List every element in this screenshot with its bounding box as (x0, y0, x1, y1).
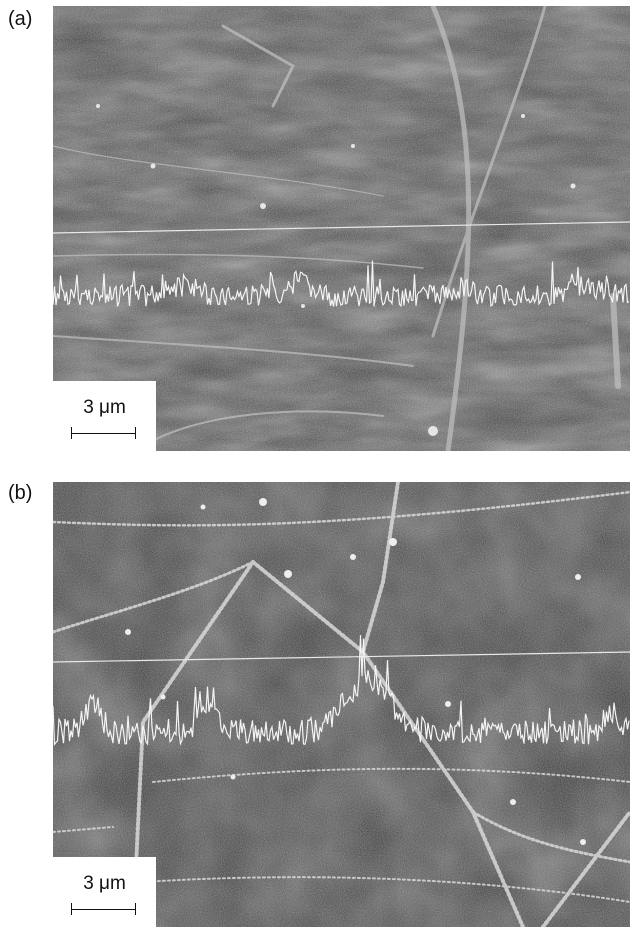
reference-line-b (53, 651, 630, 663)
scale-label-b: 3 μm (83, 873, 126, 894)
scale-bar-b: 3 μm (53, 857, 156, 927)
scale-bar-line-b (71, 909, 135, 910)
panel-b-label: (b) (8, 482, 33, 504)
scale-tick-right-a (135, 427, 136, 439)
grain-boundaries-b (53, 482, 630, 927)
scale-tick-left-a (71, 427, 72, 439)
micrograph-b: 3 μm (53, 482, 630, 927)
bright-particles-b (125, 498, 586, 845)
scale-label-a: 3 μm (83, 397, 126, 418)
scale-tick-right-b (135, 903, 136, 915)
micrograph-a: 3 μm (53, 6, 630, 451)
scale-bar-line-a (71, 433, 135, 434)
micrograph-a-image (53, 6, 630, 451)
scale-bar-a: 3 μm (53, 381, 156, 451)
profile-trace-b (53, 635, 630, 746)
profile-trace-a (53, 260, 630, 308)
grain-streaks-a (53, 6, 621, 451)
reference-line-a (53, 221, 630, 234)
panel-a-label: (a) (8, 8, 33, 30)
scale-tick-left-b (71, 903, 72, 915)
micrograph-b-image (53, 482, 630, 927)
bright-particles-a (96, 104, 576, 436)
